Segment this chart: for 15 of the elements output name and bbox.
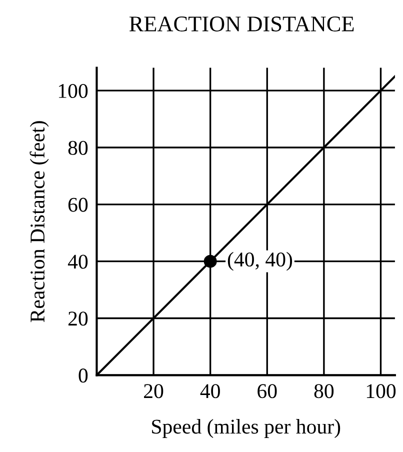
x-axis-title: Speed (miles per hour) (152, 419, 340, 438)
y-tick-label: 40 (68, 254, 88, 269)
x-tick-label: 20 (144, 384, 164, 398)
annotation: (40, 40) (228, 252, 292, 271)
y-axis-title: Reaction Distance (feet) (30, 121, 49, 322)
y-tick-label: 0 (78, 368, 88, 383)
x-tick-label: 80 (314, 384, 334, 398)
y-tick-label: 20 (68, 312, 88, 326)
x-tick-label: 40 (200, 384, 220, 398)
y-tick-label: 80 (68, 140, 88, 155)
x-tick-label: 100 (366, 384, 396, 398)
chart-title: REACTION DISTANCE (129, 16, 354, 32)
y-tick-label: 100 (58, 84, 88, 98)
y-tick-label: 60 (68, 198, 88, 212)
x-tick-label: 60 (258, 384, 277, 398)
